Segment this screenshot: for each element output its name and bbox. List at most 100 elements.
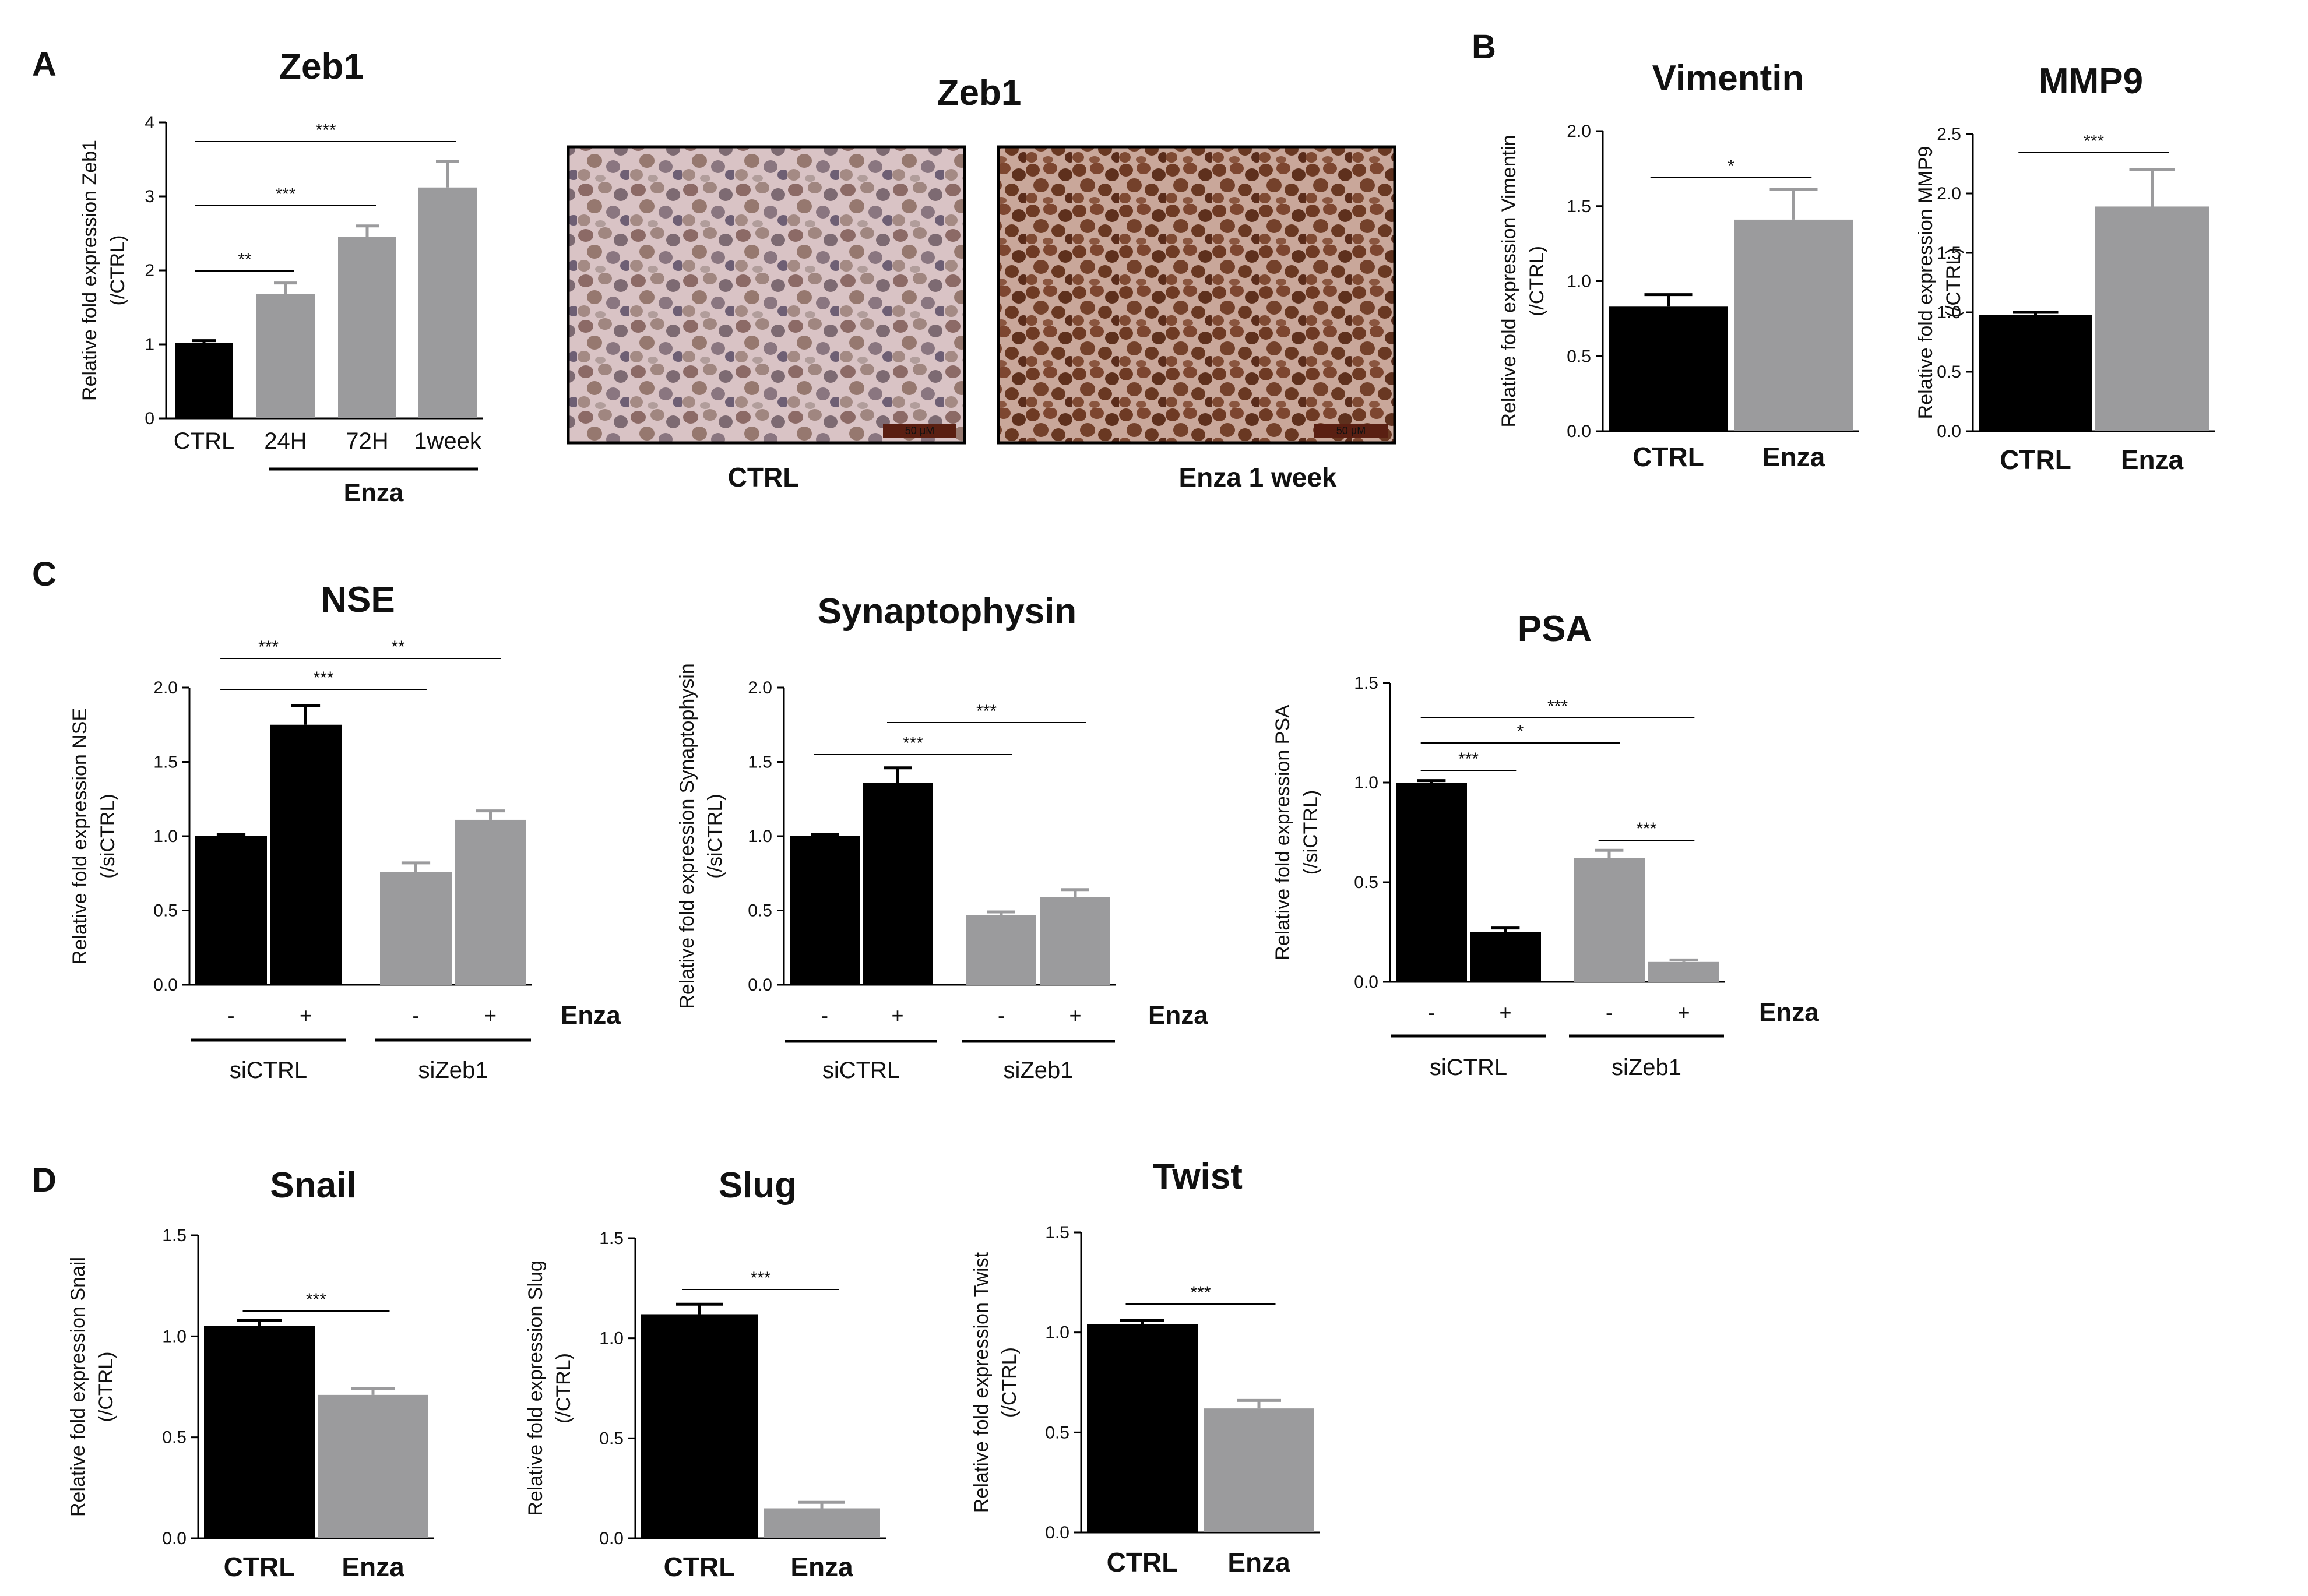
chart-vimentin-ytick-label: 0.5 [1567,347,1591,366]
chart-slug-ylabel: Relative fold expression Slug [525,1260,547,1516]
chart-twist-ytick-label: 1.0 [1045,1323,1069,1343]
chart-zeb1-ytick-label: 3 [145,187,154,206]
chart-vimentin-category-label: CTRL [1633,442,1704,472]
chart-nse-bar [270,724,342,985]
chart-vimentin-ylabel: Relative fold expression Vimentin [1498,135,1520,427]
chart-snail-ytick-label: 0.0 [162,1529,187,1548]
chart-nse-ytick-label: 2.0 [153,678,178,697]
chart-synaptophysin-ytick-label: 1.5 [748,753,772,772]
chart-zeb1-category-label: 1week [414,428,482,454]
chart-twist-ytick-label: 0.5 [1045,1423,1069,1442]
chart-mmp9-significance-label: *** [2084,132,2104,151]
chart-synaptophysin-category-label: - [998,1003,1005,1027]
chart-nse-category-label: + [484,1003,497,1027]
chart-twist-ytick-label: 0.0 [1045,1523,1069,1542]
chart-synaptophysin-title: Synaptophysin [818,591,1076,632]
chart-twist-ylabel-unit: (/CTRL) [998,1347,1021,1418]
chart-psa-bar [1574,858,1645,982]
chart-twist-ytick-label: 1.5 [1045,1223,1069,1242]
chart-mmp9-bar [2095,206,2209,431]
bar-charts: Zeb1 Relative fold expression Zeb1 (/CTRL)… [67,47,2215,1582]
chart-twist-bar [1087,1324,1198,1532]
chart-vimentin-title: Vimentin [1652,58,1804,98]
chart-synaptophysin-ylabel: Relative fold expression Synaptophysin [676,663,698,1009]
chart-zeb1-significance-label: ** [238,250,252,269]
chart-snail-ylabel-unit: (/CTRL) [95,1352,117,1422]
chart-psa-title: PSA [1518,609,1592,649]
chart-psa-category-label: + [1499,1000,1511,1024]
chart-psa-group-label: siZeb1 [1612,1055,1681,1080]
chart-synaptophysin-bar [790,836,860,985]
chart-mmp9-title: MMP9 [2039,61,2143,101]
chart-synaptophysin-ytick-label: 1.0 [748,827,772,846]
chart-slug-title: Slug [719,1165,797,1206]
chart-snail-bar [204,1326,315,1538]
chart-psa-ytick-label: 0.0 [1354,973,1378,992]
chart-slug: Slug Relative fold expression Slug (/CTRL)… [525,1165,886,1582]
chart-synaptophysin-ylabel-unit: (/siCTRL) [704,794,726,878]
chart-synaptophysin-significance-label: *** [903,734,923,753]
chart-twist-category-label: Enza [1227,1547,1290,1577]
chart-psa-group-label: siCTRL [1430,1055,1507,1080]
chart-slug-ytick-label: 1.0 [599,1329,624,1348]
chart-zeb1-category-label: CTRL [174,428,234,454]
chart-psa-ytick-label: 1.5 [1354,674,1378,693]
chart-mmp9-ytick-label: 1.0 [1937,303,1961,322]
chart-zeb1-category-label: 24H [264,428,307,454]
chart-nse-significance-label: *** [313,668,333,688]
chart-psa-significance-label: *** [1636,819,1656,838]
chart-synaptophysin-bar [863,783,933,985]
chart-psa-category-label: + [1677,1000,1690,1024]
chart-nse: NSE Relative fold expression NSE (/siCTRL)… [69,580,621,1083]
chart-zeb1-bar [418,187,477,418]
chart-slug-category-label: Enza [790,1552,853,1582]
chart-nse-significance-label: ** [391,637,405,657]
chart-psa-treatment-label: Enza [1759,998,1819,1027]
chart-nse-ytick-label: 0.5 [153,901,178,921]
chart-vimentin-bar [1609,306,1728,431]
chart-psa-bar [1648,961,1719,982]
ihc-image-ctrl: 50 μM [567,145,966,445]
chart-vimentin-ytick-label: 1.0 [1567,272,1591,291]
chart-nse-ytick-label: 0.0 [153,975,178,995]
chart-mmp9-ytick-label: 2.0 [1937,184,1961,203]
chart-zeb1-title: Zeb1 [279,47,364,87]
chart-mmp9-ytick-label: 1.5 [1937,244,1961,263]
ihc-caption-ctrl: CTRL [728,462,800,492]
chart-mmp9-ylabel: Relative fold expression MMP9 [1915,146,1937,420]
chart-twist-bar [1204,1408,1314,1532]
chart-twist-category-label: CTRL [1107,1547,1178,1577]
chart-synaptophysin-group-label: siZeb1 [1003,1058,1073,1083]
chart-psa-ytick-label: 0.5 [1354,873,1378,892]
chart-zeb1-group-label: Enza [344,478,404,507]
chart-zeb1-ytick-label: 0 [145,409,154,428]
chart-psa-ytick-label: 1.0 [1354,773,1378,792]
chart-twist-ylabel: Relative fold expression Twist [970,1252,993,1513]
chart-zeb1: Zeb1 Relative fold expression Zeb1 (/CTRL)… [79,47,483,507]
panel-label-c: C [32,555,57,593]
chart-zeb1-category-label: 72H [346,428,388,454]
chart-vimentin-ytick-label: 0.0 [1567,422,1591,441]
chart-snail-title: Snail [270,1165,356,1206]
chart-nse-ylabel-unit: (/siCTRL) [97,794,119,878]
chart-nse-group-label: siCTRL [230,1058,307,1083]
chart-nse-bar [380,872,452,985]
chart-nse-category-label: - [228,1003,235,1027]
chart-zeb1-ytick-label: 1 [145,335,154,354]
chart-synaptophysin-group-label: siCTRL [822,1058,900,1083]
chart-synaptophysin-category-label: + [891,1003,903,1027]
chart-snail-ylabel: Relative fold expression Snail [67,1257,89,1517]
panel-label-a: A [32,45,57,83]
chart-nse-ytick-label: 1.0 [153,827,178,846]
chart-snail-ytick-label: 1.5 [162,1226,187,1245]
chart-mmp9-category-label: Enza [2121,445,2184,475]
chart-vimentin-ytick-label: 1.5 [1567,197,1591,216]
panel-label-d: D [32,1161,57,1199]
chart-nse-group-label: siZeb1 [418,1058,488,1083]
chart-vimentin-bar [1734,219,1853,431]
chart-slug-significance-label: *** [750,1269,770,1288]
chart-psa-significance-label: * [1517,722,1524,741]
scale-bar-label: 50 μM [905,425,934,436]
chart-slug-ylabel-unit: (/CTRL) [553,1353,575,1424]
